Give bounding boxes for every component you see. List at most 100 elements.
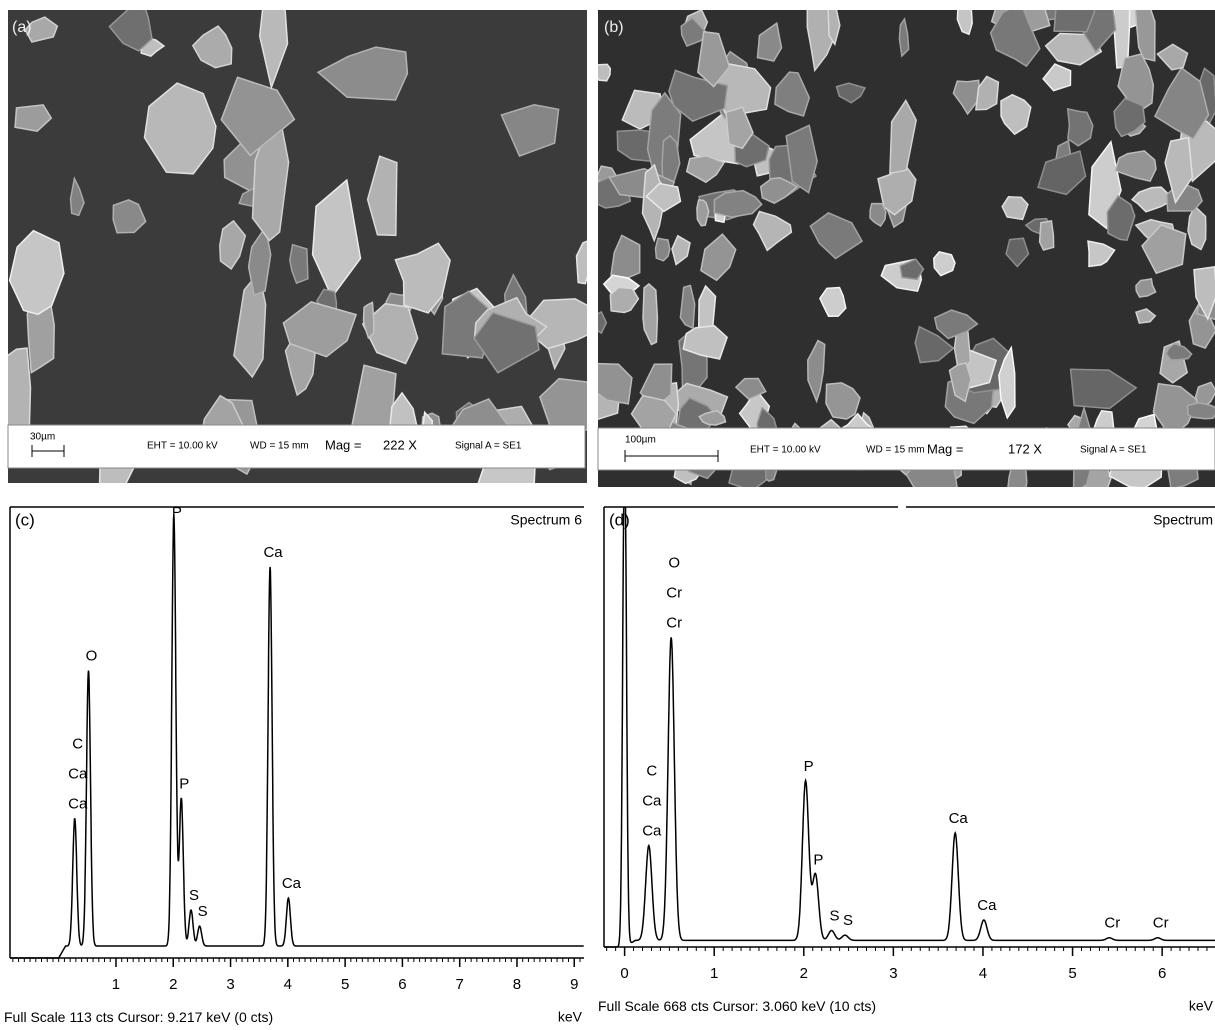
particle xyxy=(807,339,826,404)
particle xyxy=(1141,224,1187,275)
particle xyxy=(1066,107,1094,147)
eht: EHT = 10.00 kV xyxy=(147,441,218,452)
peak-label: P xyxy=(804,758,814,775)
footer-part: Full Scale xyxy=(598,998,660,1014)
particle xyxy=(219,219,247,270)
particle xyxy=(143,82,217,175)
particle xyxy=(14,104,53,133)
particle xyxy=(316,46,409,101)
peak-label: Ca xyxy=(977,897,997,914)
particle xyxy=(362,301,375,340)
particle xyxy=(598,63,612,82)
particle xyxy=(191,25,233,69)
peak-label: Ca xyxy=(68,765,88,782)
particle xyxy=(220,76,296,157)
footer-part: 668 xyxy=(663,998,687,1014)
scale-bar-label: 100µm xyxy=(625,435,656,446)
scale-bar xyxy=(31,445,65,457)
particle xyxy=(1053,10,1096,33)
particle xyxy=(1069,368,1138,410)
particle xyxy=(8,229,65,316)
particle xyxy=(394,242,451,314)
particle xyxy=(825,382,861,420)
x-tick-label: 1 xyxy=(710,965,718,982)
info-bar-background xyxy=(7,424,586,469)
particle xyxy=(233,270,267,379)
particle xyxy=(671,234,691,266)
particle xyxy=(696,199,710,227)
particle xyxy=(645,182,682,213)
particle xyxy=(759,177,799,204)
info-bar: 30µm EHT = 10.00 kV WD = 15 mm Mag = 222… xyxy=(7,424,586,469)
x-tick-label: 0 xyxy=(620,965,628,982)
scale-bar xyxy=(624,450,719,462)
particle xyxy=(1037,150,1087,196)
particle xyxy=(989,10,1041,68)
particle xyxy=(258,10,289,91)
spectrum-title: Spectrum 6 xyxy=(510,512,582,528)
particle xyxy=(869,202,887,228)
info-bar: 100µm EHT = 10.00 kV WD = 15 mm Mag = 17… xyxy=(597,427,1215,471)
particle xyxy=(1038,220,1055,251)
x-tick-label: 6 xyxy=(398,976,406,993)
particle xyxy=(914,325,955,364)
peak-label: Cr xyxy=(666,584,682,601)
particle xyxy=(889,99,917,175)
particle xyxy=(1087,240,1116,268)
particle xyxy=(827,10,841,47)
peak-label: S xyxy=(189,887,199,904)
particle xyxy=(952,79,981,116)
particle xyxy=(1135,278,1157,298)
panel-label: (c) xyxy=(15,510,35,529)
peak-label: Ca xyxy=(263,544,283,561)
particle xyxy=(1156,43,1189,71)
particle xyxy=(933,309,979,340)
particle xyxy=(679,284,696,330)
info-bar-background xyxy=(597,427,1215,471)
x-tick-label: 1 xyxy=(112,976,120,993)
footer-part: cts Cursor: 9.217 keV (0 cts) xyxy=(96,1009,273,1025)
mag-label: Mag = xyxy=(325,437,362,452)
particle xyxy=(1164,136,1194,205)
spectrum-curve xyxy=(604,507,1215,948)
particle xyxy=(1001,196,1029,221)
spectrum-curve xyxy=(10,514,584,959)
peak-label: O xyxy=(668,554,680,571)
particle xyxy=(247,225,272,297)
spectrum-panel: (d) Spectrum 0 1 2 3 4 5 6 C Ca Ca O Cr Cr P P S S Ca Ca Cr Cr… xyxy=(598,506,1215,1014)
particle xyxy=(108,10,153,52)
x-tick-label: 5 xyxy=(341,976,349,993)
particle xyxy=(282,301,358,358)
mag: 172 X xyxy=(1008,441,1042,456)
panel-label: (d) xyxy=(609,510,630,529)
curve-clip xyxy=(10,514,584,959)
particle xyxy=(1114,150,1157,182)
particle xyxy=(1165,342,1193,361)
particle xyxy=(642,283,659,346)
particle xyxy=(774,71,811,117)
particle xyxy=(598,362,633,405)
peak-label: Ca xyxy=(68,795,88,812)
x-tick-label: 3 xyxy=(889,965,897,982)
particle xyxy=(948,362,972,403)
x-tick-label: 4 xyxy=(284,976,292,993)
signal: Signal A = SE1 xyxy=(455,441,522,452)
particle xyxy=(785,124,818,194)
particle xyxy=(473,311,540,374)
particle xyxy=(1154,66,1210,140)
particle xyxy=(654,237,671,262)
unit-label: keV xyxy=(1189,998,1214,1014)
wd: WD = 15 mm xyxy=(866,445,925,456)
particle xyxy=(112,199,147,234)
particle xyxy=(527,298,587,350)
footer: Full Scale 668 cts Cursor: 3.060 keV (10 c… xyxy=(598,998,876,1014)
peak-label: P xyxy=(179,775,189,792)
particle xyxy=(835,82,867,104)
particle xyxy=(809,212,864,260)
particle xyxy=(975,75,1000,111)
particle xyxy=(696,30,731,88)
particle xyxy=(366,155,398,237)
peak-label: Cr xyxy=(1153,915,1169,932)
particle xyxy=(609,286,640,314)
